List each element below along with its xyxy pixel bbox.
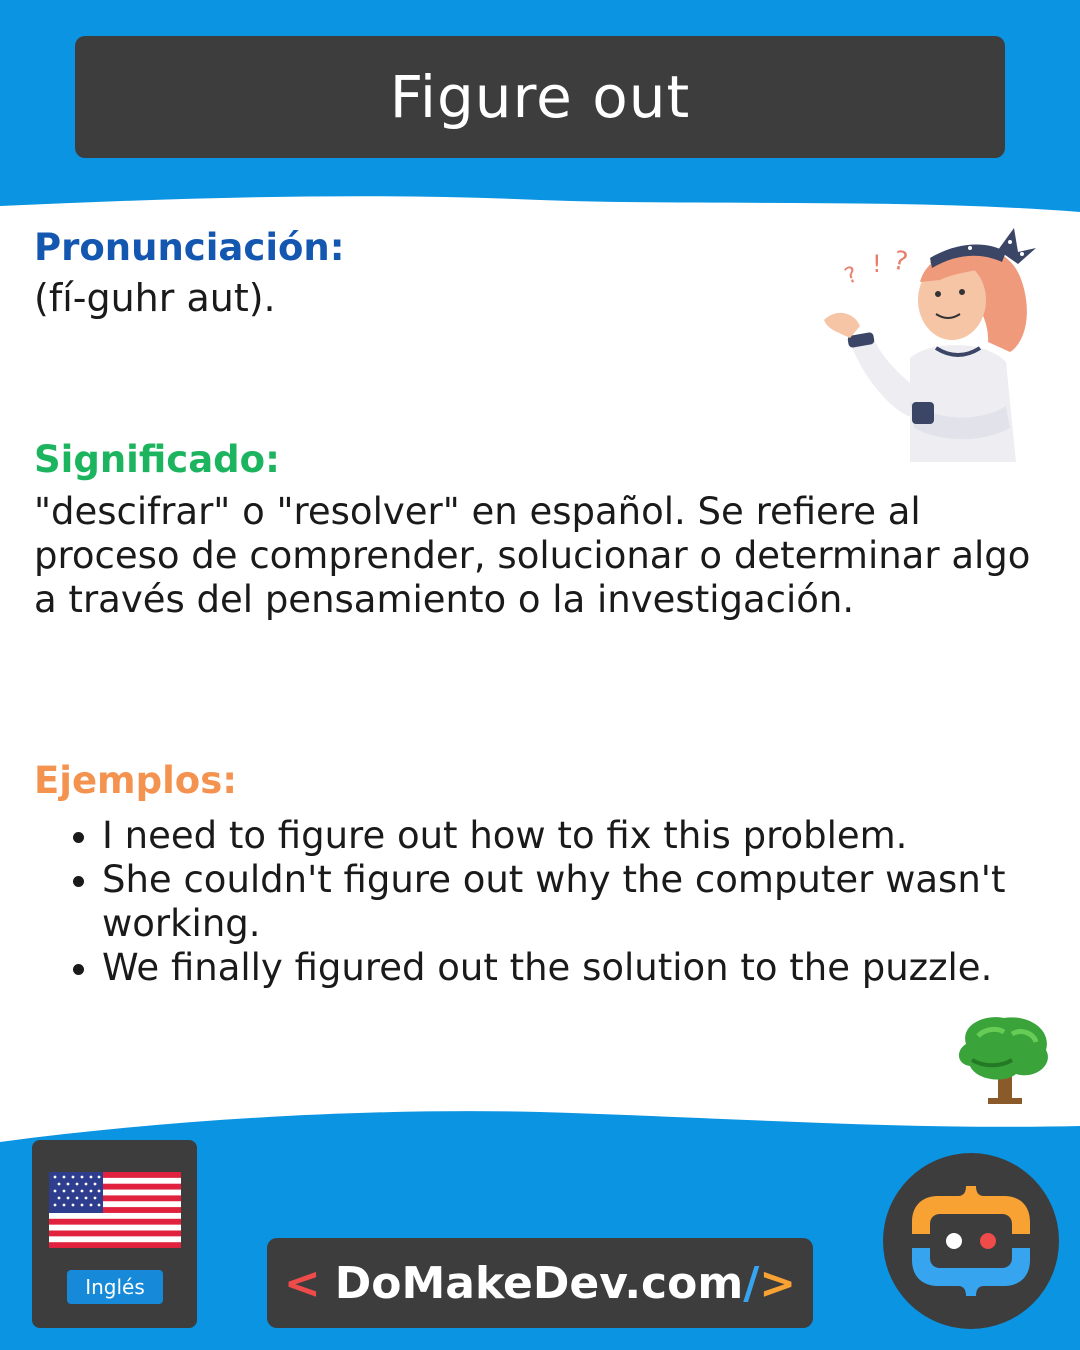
thinking-girl-illustration: ? ! ? bbox=[824, 228, 1036, 462]
brand-open-bracket: < bbox=[283, 1257, 321, 1309]
us-flag-icon bbox=[49, 1172, 181, 1248]
examples-list: I need to figure out how to fix this pro… bbox=[60, 814, 1062, 990]
brand-name: DoMakeDev.com bbox=[334, 1257, 744, 1309]
list-item: I need to figure out how to fix this pro… bbox=[102, 814, 1062, 858]
meaning-text: "descifrar" o "resolver" en español. Se … bbox=[34, 490, 1031, 621]
title-banner: Figure out bbox=[75, 36, 1005, 158]
list-item: She couldn't figure out why the computer… bbox=[102, 858, 1062, 946]
examples-label: Ejemplos: bbox=[34, 759, 238, 802]
meaning-label: Significado: bbox=[34, 438, 280, 481]
svg-text:!: ! bbox=[872, 250, 882, 278]
domakedev-logo-icon bbox=[883, 1153, 1059, 1329]
list-item: We finally figured out the solution to t… bbox=[102, 946, 1062, 990]
tree-icon bbox=[958, 1017, 1048, 1104]
pronunciation-label: Pronunciación: bbox=[34, 226, 345, 269]
page-title: Figure out bbox=[389, 63, 691, 131]
pronunciation-text: (fí-guhr aut). bbox=[34, 276, 276, 320]
brand-slash: / bbox=[743, 1257, 760, 1309]
svg-text:?: ? bbox=[842, 262, 862, 289]
language-badge: Inglés bbox=[67, 1270, 163, 1304]
svg-text:?: ? bbox=[891, 246, 911, 278]
brand-close-bracket: > bbox=[759, 1257, 797, 1309]
brand-banner: < DoMakeDev.com / > bbox=[267, 1238, 813, 1328]
